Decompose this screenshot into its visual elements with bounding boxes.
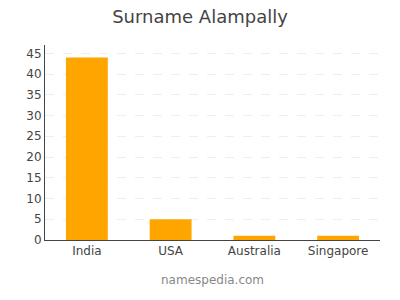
svg-text:0: 0 xyxy=(34,233,42,247)
svg-text:USA: USA xyxy=(158,244,184,258)
svg-text:35: 35 xyxy=(26,88,41,102)
svg-text:25: 25 xyxy=(26,129,41,143)
svg-text:20: 20 xyxy=(26,150,41,164)
svg-text:Singapore: Singapore xyxy=(308,244,369,258)
svg-text:Surname Alampally: Surname Alampally xyxy=(112,6,288,27)
svg-text:India: India xyxy=(72,244,101,258)
svg-text:10: 10 xyxy=(26,192,41,206)
svg-text:namespedia.com: namespedia.com xyxy=(161,273,264,287)
svg-text:30: 30 xyxy=(26,109,41,123)
svg-text:45: 45 xyxy=(26,47,41,61)
svg-text:Australia: Australia xyxy=(228,244,281,258)
svg-text:40: 40 xyxy=(26,67,41,81)
svg-text:5: 5 xyxy=(34,212,42,226)
svg-text:15: 15 xyxy=(26,171,41,185)
